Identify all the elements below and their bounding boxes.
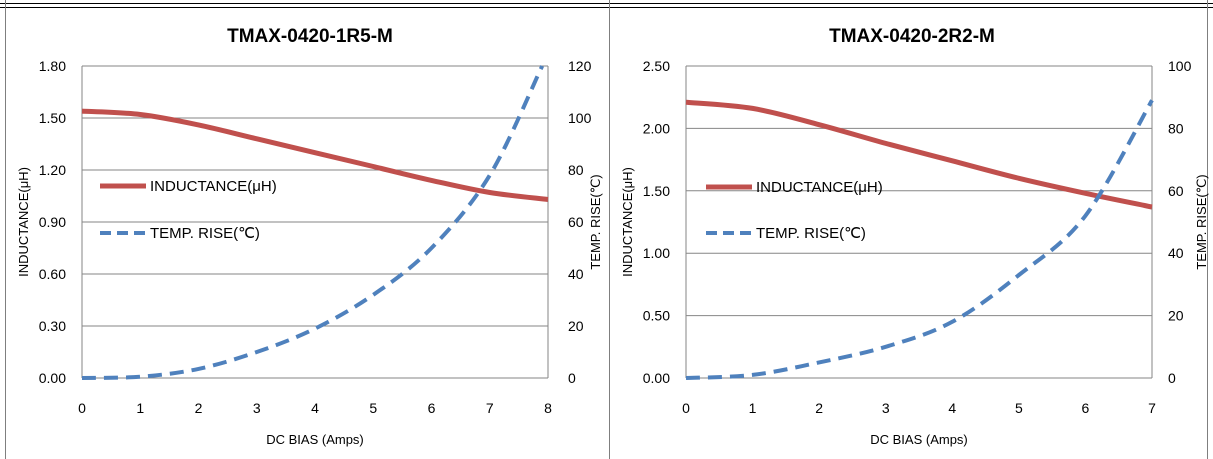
y-tick-label: 0.00 [39,370,66,386]
y-tick-label: 1.50 [643,183,670,199]
chart-panel-frame-1 [5,0,610,459]
chart-panel-frame-2 [610,0,1208,459]
y-tick-label: 1.00 [643,245,670,261]
y-axis-title: INDUCTANCE(μH) [16,167,31,277]
chart-title: TMAX-0420-1R5-M [227,26,393,47]
y2-tick-label: 80 [568,162,584,178]
y-tick-label: 2.00 [643,120,670,136]
legend-label: INDUCTANCE(μH) [150,178,277,195]
y2-tick-label: 20 [1168,308,1184,324]
x-tick-label: 7 [1148,400,1156,416]
x-tick-label: 0 [78,400,86,416]
x-tick-label: 1 [136,400,144,416]
y-tick-label: 0.60 [39,266,66,282]
y-tick-label: 1.20 [39,162,66,178]
x-tick-label: 4 [948,400,956,416]
legend-label: INDUCTANCE(μH) [756,179,883,196]
x-tick-label: 4 [311,400,319,416]
top-border-rule [0,3,1213,4]
y2-tick-label: 100 [568,110,592,126]
y2-axis-title: TEMP. RISE(℃) [588,174,603,269]
x-axis-title: DC BIAS (Amps) [266,432,364,447]
y2-tick-label: 20 [568,318,584,334]
x-tick-label: 3 [253,400,261,416]
inductance-series-line [685,99,1153,210]
y-tick-label: 0.00 [643,370,670,386]
x-tick-label: 6 [428,400,436,416]
legend-label: TEMP. RISE(℃) [756,225,866,242]
y2-tick-label: 100 [1168,58,1192,74]
y2-tick-label: 60 [568,214,584,230]
y-tick-label: 2.50 [643,58,670,74]
top-border-rule-inner [0,7,1213,8]
x-tick-label: 5 [369,400,377,416]
x-tick-label: 0 [682,400,690,416]
x-tick-label: 3 [882,400,890,416]
y2-tick-label: 60 [1168,183,1184,199]
x-tick-label: 2 [195,400,203,416]
y-tick-label: 0.90 [39,214,66,230]
temp-rise-series-line [685,99,1154,380]
y2-tick-label: 80 [1168,120,1184,136]
y2-tick-label: 0 [1168,370,1176,386]
y2-tick-label: 0 [568,370,576,386]
y2-tick-label: 40 [1168,245,1184,261]
x-tick-label: 5 [1015,400,1023,416]
y-axis-title: INDUCTANCE(μH) [620,167,635,277]
y-tick-label: 1.80 [39,58,66,74]
y2-tick-label: 120 [568,58,592,74]
x-tick-label: 8 [544,400,552,416]
y2-axis-title: TEMP. RISE(℃) [1194,174,1209,269]
chart-title: TMAX-0420-2R2-M [829,26,995,47]
y-tick-label: 0.30 [39,318,66,334]
x-tick-label: 2 [815,400,823,416]
y2-tick-label: 40 [568,266,584,282]
y-tick-label: 0.50 [643,308,670,324]
inductance-series-line [81,108,549,202]
x-axis-title: DC BIAS (Amps) [870,432,968,447]
y-tick-label: 1.50 [39,110,66,126]
x-tick-label: 1 [749,400,757,416]
x-tick-label: 6 [1082,400,1090,416]
legend-label: TEMP. RISE(℃) [150,225,260,242]
x-tick-label: 7 [486,400,494,416]
